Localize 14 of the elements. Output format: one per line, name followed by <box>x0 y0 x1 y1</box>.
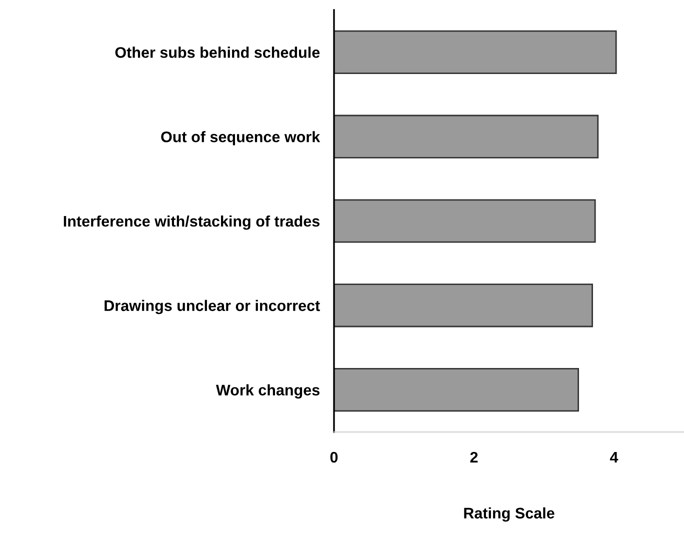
x-tick-label: 0 <box>330 452 338 463</box>
y-tick-label: Drawings unclear or incorrect <box>104 300 320 314</box>
y-tick-label: Work changes <box>216 384 320 399</box>
x-tick-label: 2 <box>470 452 478 463</box>
bar <box>334 368 579 412</box>
x-axis-title: Rating Scale <box>464 507 554 522</box>
y-tick-label: Other subs behind schedule <box>115 46 320 58</box>
x-tick-label: 4 <box>610 452 618 463</box>
bar <box>334 199 596 243</box>
y-tick-label: Interference with/stacking of trades <box>64 215 320 230</box>
bar <box>334 284 593 328</box>
bar <box>334 30 617 74</box>
bar <box>334 114 599 158</box>
y-tick-label: Out of sequence work <box>161 131 320 146</box>
